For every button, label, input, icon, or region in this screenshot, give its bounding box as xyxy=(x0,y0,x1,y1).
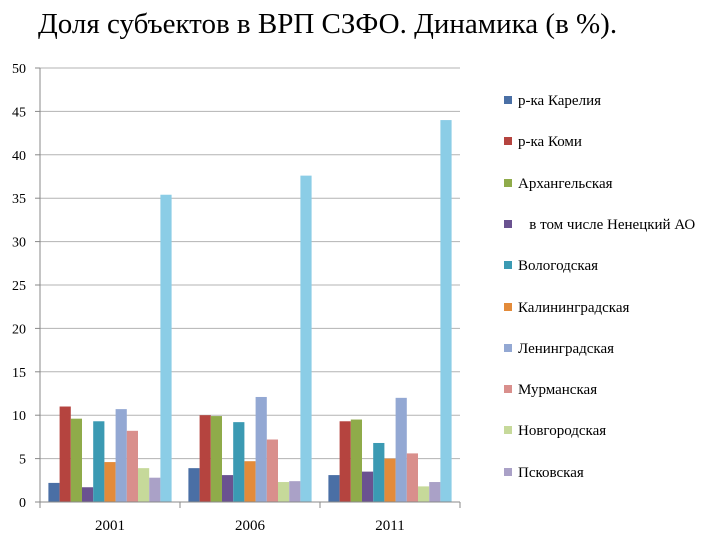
axes xyxy=(35,67,461,508)
bar xyxy=(244,461,256,502)
legend-swatch xyxy=(504,302,512,311)
bar xyxy=(350,419,362,502)
y-tick-label: 50 xyxy=(12,62,26,77)
page-title: Доля субъектов в ВРП СЗФО. Динамика (в %… xyxy=(38,8,618,40)
legend-swatch xyxy=(504,96,512,104)
bar xyxy=(48,482,60,502)
bar xyxy=(149,477,161,502)
bar xyxy=(328,475,340,502)
legend-swatch xyxy=(504,426,512,435)
legend-swatch xyxy=(504,467,512,476)
legend-label: Новгородская xyxy=(518,423,607,440)
legend-swatch xyxy=(504,343,512,352)
y-tick-label: 30 xyxy=(12,236,26,251)
legend-label: Мурманская xyxy=(518,382,598,399)
x-tick-labels: 2001 2006 2011 xyxy=(95,518,405,534)
bar xyxy=(93,421,105,502)
bar xyxy=(115,409,127,502)
y-tick-label: 40 xyxy=(12,149,26,164)
y-tick-label: 45 xyxy=(12,105,26,120)
bar xyxy=(160,194,172,502)
legend-label: р-ка Коми xyxy=(518,134,582,151)
bar xyxy=(104,462,116,502)
bar xyxy=(199,415,211,502)
bar xyxy=(406,453,418,502)
legend-label: в том числе Ненецкий АО xyxy=(518,216,696,233)
legend-swatch xyxy=(504,178,512,187)
bar xyxy=(395,397,407,502)
bar xyxy=(440,120,452,502)
legend-label: Калининградская xyxy=(518,299,630,316)
bar xyxy=(188,468,200,502)
y-tick-label: 10 xyxy=(12,409,26,424)
bar xyxy=(278,482,290,502)
legend-label: р-ка Карелия xyxy=(518,93,601,109)
legend-swatch xyxy=(504,385,512,394)
bar xyxy=(210,416,222,502)
bar xyxy=(266,439,278,502)
bar xyxy=(362,471,374,502)
bar xyxy=(233,422,245,502)
bar xyxy=(373,442,385,502)
y-tick-label: 25 xyxy=(12,279,26,294)
grid xyxy=(40,67,460,460)
legend-label: Ленинградская xyxy=(518,340,615,357)
bar xyxy=(70,418,82,502)
bar xyxy=(59,406,71,502)
y-tick-label: 35 xyxy=(12,192,26,207)
legend-label: Псковская xyxy=(518,464,584,481)
bar xyxy=(339,421,351,502)
x-tick-label: 2006 xyxy=(235,518,266,534)
bar xyxy=(300,175,312,502)
bar xyxy=(384,458,396,502)
legend-swatch xyxy=(504,261,512,270)
bar xyxy=(138,468,150,502)
x-tick-label: 2001 xyxy=(95,518,125,534)
legend-label: Вологодская xyxy=(518,258,599,275)
legend-swatch xyxy=(504,219,512,228)
legend-label: Архангельская xyxy=(518,175,613,192)
legend-swatch xyxy=(504,137,512,146)
bar xyxy=(82,487,94,502)
bars xyxy=(48,120,452,502)
bar xyxy=(289,481,301,502)
bar xyxy=(255,396,267,502)
y-tick-labels: 0 5 10 15 20 25 30 35 40 45 50 xyxy=(12,62,26,511)
y-tick-label: 15 xyxy=(12,366,26,381)
y-tick-label: 0 xyxy=(19,496,26,511)
y-tick-label: 20 xyxy=(12,322,26,337)
x-tick-label: 2011 xyxy=(375,518,404,534)
bar xyxy=(126,430,138,502)
y-tick-label: 5 xyxy=(19,453,26,468)
bar xyxy=(418,486,430,502)
bar xyxy=(429,482,441,502)
bar xyxy=(222,475,234,502)
